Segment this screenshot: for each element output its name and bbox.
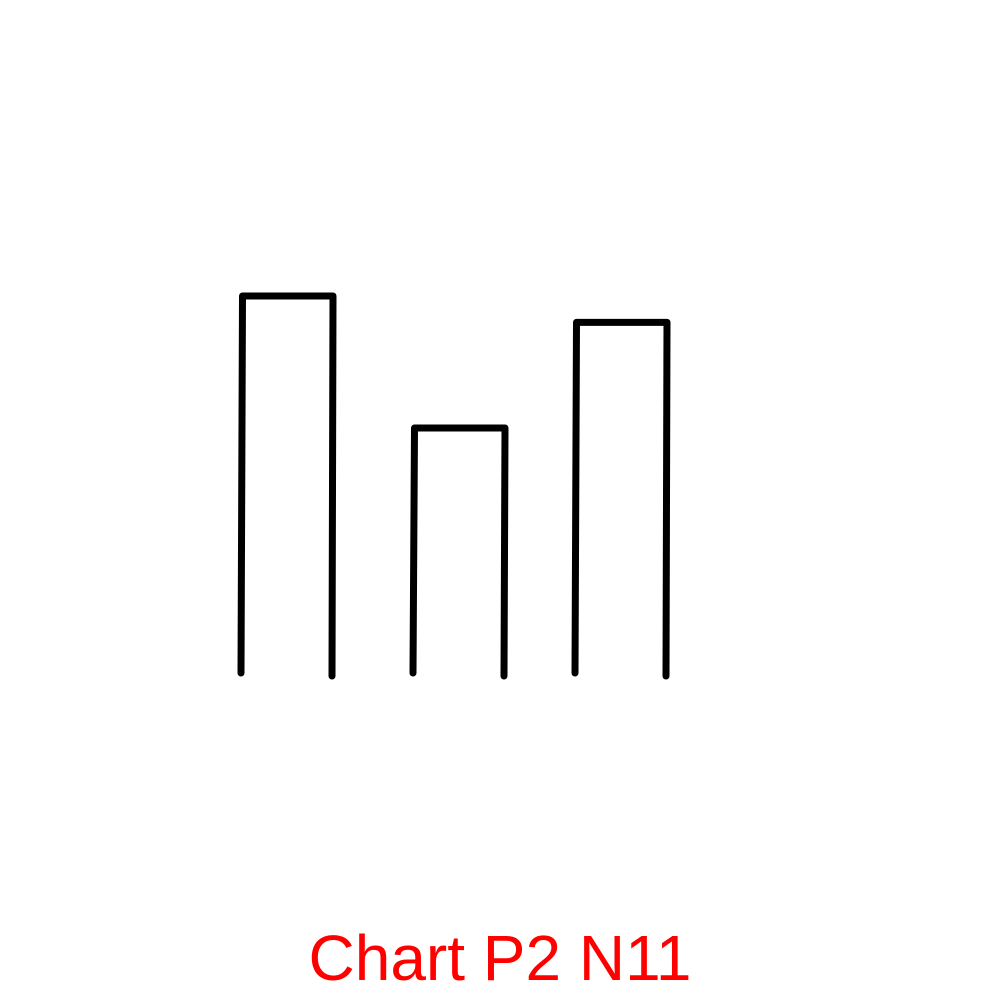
bar-1 bbox=[237, 292, 337, 680]
bar-2 bbox=[409, 424, 509, 680]
chart-caption: Chart P2 N11 bbox=[308, 922, 692, 994]
bar-3 bbox=[571, 318, 671, 680]
